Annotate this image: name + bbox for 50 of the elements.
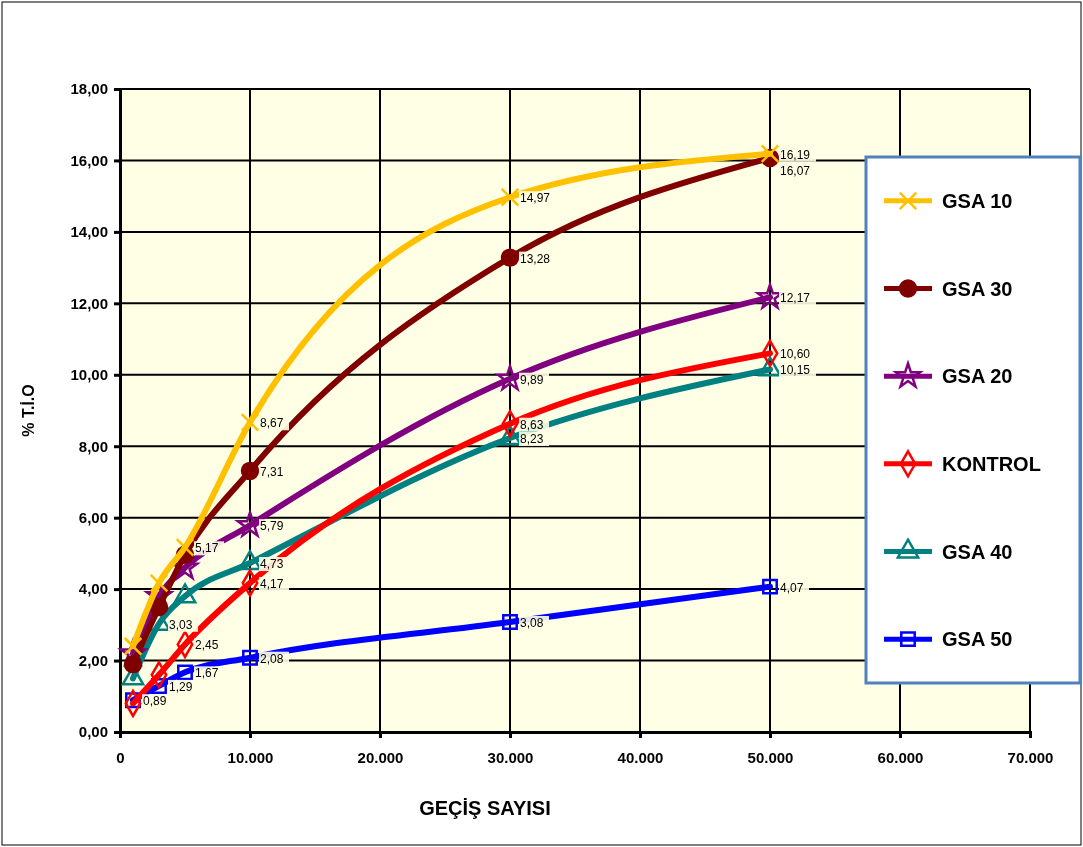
x-tick-label: 10.000 [227, 748, 274, 766]
legend-label: GSA 40 [942, 540, 1013, 563]
data-label: 3,03 [169, 617, 193, 632]
x-axis-title: GEÇİŞ SAYISI [419, 797, 551, 819]
data-label: 16,19 [780, 147, 811, 162]
data-label: 8,67 [260, 416, 284, 431]
data-label: 13,28 [520, 251, 551, 266]
x-tick-label: 20.000 [357, 748, 404, 766]
data-label: 1,29 [169, 679, 193, 694]
data-label: 1,67 [195, 666, 219, 681]
data-label: 10,15 [780, 363, 811, 378]
data-label: 2,45 [195, 638, 219, 653]
legend-label: GSA 20 [942, 365, 1013, 388]
x-tick-label: 60.000 [877, 748, 924, 766]
data-label: 14,97 [520, 191, 551, 206]
data-label: 4,17 [260, 577, 284, 592]
data-label: 12,17 [780, 291, 811, 306]
data-label: 8,63 [520, 417, 544, 432]
data-label: 5,17 [195, 541, 219, 556]
y-tick-label: 18,00 [70, 80, 108, 98]
y-tick-label: 10,00 [70, 366, 108, 384]
x-tick-label: 0 [116, 748, 125, 766]
data-label: 3,08 [520, 615, 544, 630]
legend-label: KONTROL [942, 452, 1041, 475]
data-label: 4,07 [780, 580, 804, 595]
data-label: 16,07 [780, 163, 811, 178]
data-label: 9,89 [520, 372, 544, 387]
y-tick-label: 6,00 [78, 508, 108, 526]
data-label: 10,60 [780, 347, 811, 362]
data-label: 8,23 [520, 432, 544, 447]
y-tick-label: 12,00 [70, 294, 108, 312]
y-tick-label: 8,00 [78, 437, 108, 455]
x-tick-label: 70.000 [1007, 748, 1054, 766]
y-axis-title: % T.İ.O [20, 384, 37, 437]
data-label: 5,79 [260, 519, 284, 534]
data-label: 7,31 [260, 464, 284, 479]
data-label: 0,89 [143, 694, 167, 709]
y-tick-label: 0,00 [78, 723, 108, 741]
legend-label: GSA 10 [942, 189, 1013, 212]
y-tick-label: 2,00 [78, 651, 108, 669]
legend-label: GSA 50 [942, 628, 1013, 651]
y-tick-label: 16,00 [70, 151, 108, 169]
x-tick-label: 50.000 [747, 748, 794, 766]
legend-label: GSA 30 [942, 277, 1013, 300]
data-label: 2,08 [260, 651, 284, 666]
y-tick-label: 4,00 [78, 580, 108, 598]
y-tick-label: 14,00 [70, 223, 108, 241]
x-tick-label: 40.000 [617, 748, 664, 766]
x-tick-label: 30.000 [487, 748, 534, 766]
data-label: 4,73 [260, 557, 284, 572]
